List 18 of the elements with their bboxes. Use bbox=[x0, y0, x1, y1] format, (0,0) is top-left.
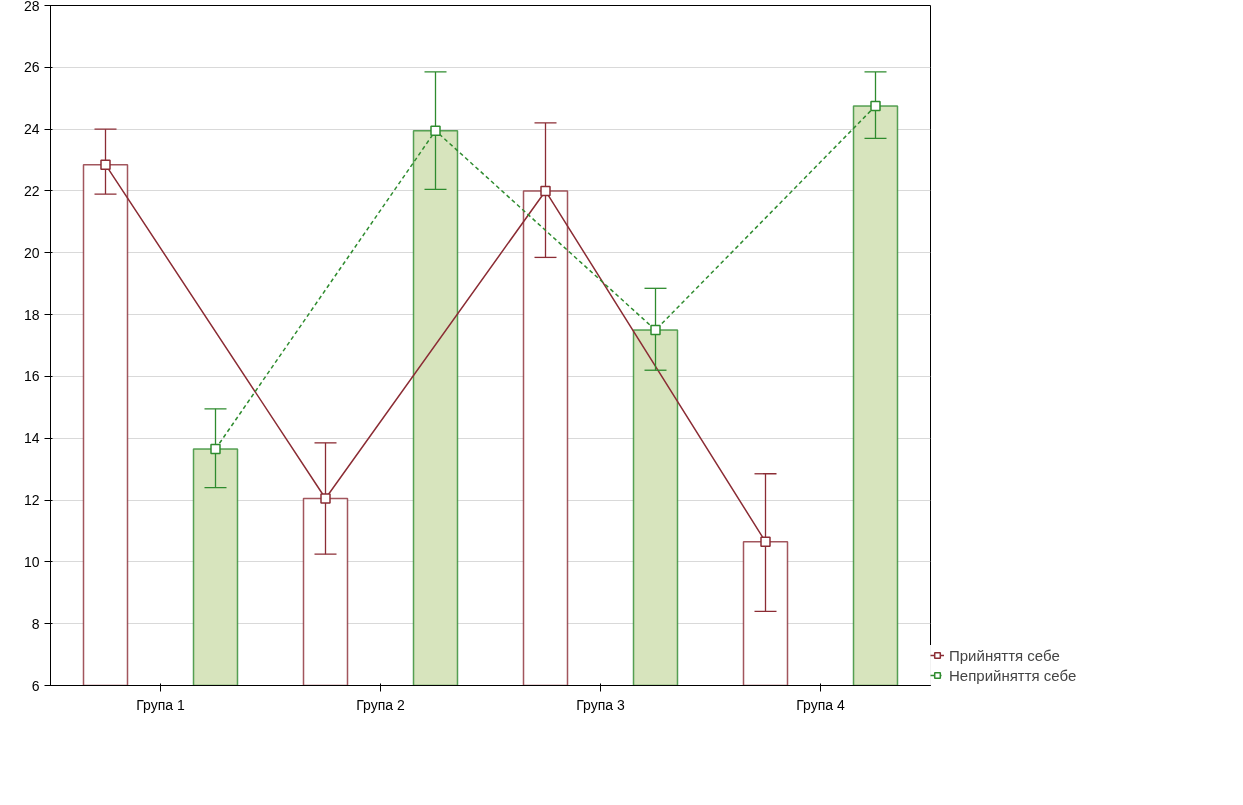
x-tick-label: Група 2 bbox=[356, 696, 405, 713]
y-tick-label: 24 bbox=[23, 121, 40, 138]
y-tick-label: 8 bbox=[31, 615, 40, 632]
legend-label: Прийняття себе bbox=[949, 646, 1060, 664]
x-tick-label: Група 3 bbox=[576, 696, 625, 713]
legend-label: Неприйняття себе bbox=[949, 666, 1077, 684]
y-tick-label: 26 bbox=[23, 59, 40, 76]
y-tick-label: 18 bbox=[23, 306, 40, 323]
y-tick-label: 6 bbox=[31, 677, 40, 694]
y-tick-label: 20 bbox=[23, 244, 40, 261]
x-tick-label: Група 4 bbox=[796, 696, 845, 713]
y-tick-label: 12 bbox=[23, 492, 40, 509]
y-tick-label: 10 bbox=[23, 553, 40, 570]
y-tick-label: 22 bbox=[23, 182, 40, 199]
x-tick-label: Група 1 bbox=[136, 696, 185, 713]
y-tick-label: 16 bbox=[23, 368, 40, 385]
y-tick-label: 28 bbox=[23, 0, 40, 14]
y-tick-label: 14 bbox=[23, 430, 40, 447]
